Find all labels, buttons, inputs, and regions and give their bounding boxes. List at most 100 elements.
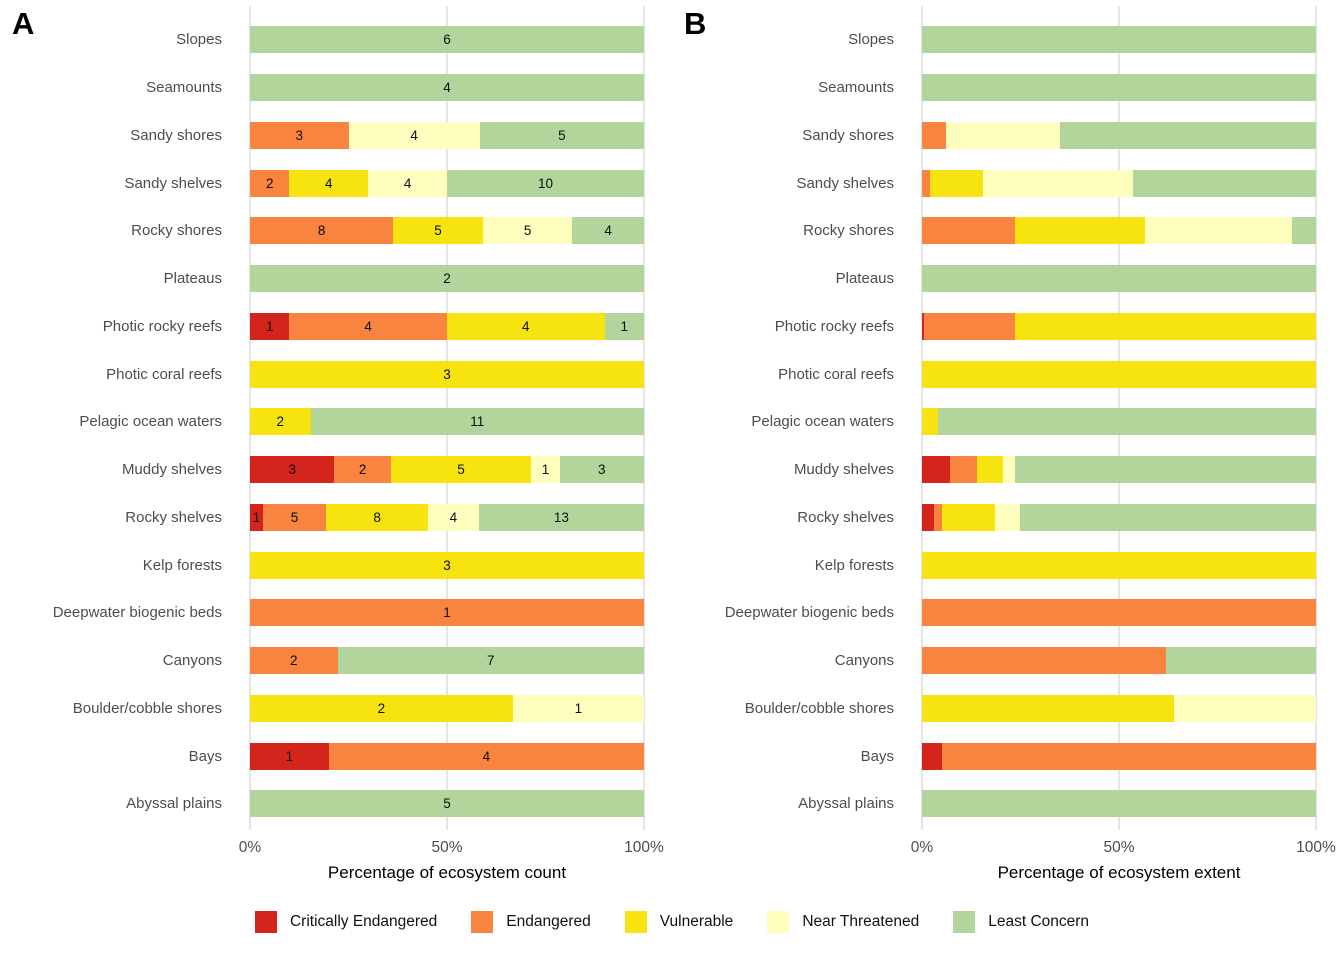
category-label-sandy-shelves: Sandy shelves [124,174,222,192]
segment-nt [994,503,1021,531]
segment-en: 3 [250,121,349,149]
category-label-plateaus: Plateaus [163,270,222,288]
category-label-abyssal-plains: Abyssal plains [126,795,222,813]
tick-label-100pct: 100% [1296,839,1336,856]
stacked-bar-abyssal-plains: 5 [250,790,644,818]
stacked-bar-deepwater-biogenic-beds [922,599,1316,627]
category-label-rocky-shores: Rocky shores [803,222,894,240]
segment-en: 5 [262,503,327,531]
segment-vu: 2 [250,408,311,436]
category-label-canyons: Canyons [162,652,222,670]
segment-vu [1014,312,1316,340]
stacked-bar-pelagic-ocean-waters: 2 11 [250,408,644,436]
bar-row-photic-rocky-reefs: Photic rocky reefs 1 4 4 1 [0,303,644,351]
bar-row-pelagic-ocean-waters: Pelagic ocean waters 2 11 [0,398,644,446]
category-label-rocky-shelves: Rocky shelves [125,508,222,526]
segment-en [922,121,946,149]
segment-lc: 11 [310,408,644,436]
legend-label-nt: Near Threatened [802,913,920,930]
bar-row-canyons: Canyons [672,637,1316,685]
segment-lc: 5 [250,790,644,818]
segment-vu [922,694,1175,722]
category-label-photic-coral-reefs: Photic coral reefs [106,365,222,383]
segment-lc [922,74,1316,102]
segment-nt: 1 [531,456,560,484]
category-label-sandy-shores: Sandy shores [130,126,222,144]
segment-cr [922,742,942,770]
category-label-slopes: Slopes [176,31,222,49]
segment-lc [1020,503,1316,531]
panel-b-letter: B [684,6,707,41]
segment-nt: 5 [482,217,573,245]
segment-en [922,217,1015,245]
category-label-sandy-shores: Sandy shores [802,126,894,144]
tick-label-50pct: 50% [431,839,463,856]
category-label-deepwater-biogenic-beds: Deepwater biogenic beds [724,604,894,622]
stacked-bar-boulder-cobble-shores [922,694,1316,722]
bar-row-seamounts: Seamounts [672,64,1316,112]
stacked-bar-deepwater-biogenic-beds: 1 [250,599,644,627]
stacked-bar-canyons [922,647,1316,675]
tick-label-100pct: 100% [624,839,664,856]
stacked-bar-photic-coral-reefs: 3 [250,360,644,388]
stacked-bar-muddy-shelves [922,456,1316,484]
gridline-100pct [643,6,645,830]
segment-vu [929,169,984,197]
segment-vu: 5 [390,456,532,484]
segment-en: 2 [250,647,338,675]
segment-nt: 4 [348,121,480,149]
bar-row-sandy-shelves: Sandy shelves 2 4 4 10 [0,159,644,207]
segment-lc: 4 [250,74,644,102]
stacked-bar-plateaus: 2 [250,265,644,293]
legend-item-near-threatened: Near Threatened [767,911,919,933]
segment-lc: 2 [250,265,644,293]
segment-en: 2 [334,456,391,484]
segment-vu: 5 [393,217,483,245]
segment-vu: 8 [326,503,428,531]
stacked-bar-seamounts [922,74,1316,102]
bar-row-rocky-shores: Rocky shores 8 5 5 4 [0,207,644,255]
category-label-sandy-shelves: Sandy shelves [796,174,894,192]
stacked-bar-plateaus [922,265,1316,293]
category-label-rocky-shelves: Rocky shelves [797,508,894,526]
stacked-bar-abyssal-plains [922,790,1316,818]
bar-row-sandy-shores: Sandy shores 3 4 5 [0,112,644,160]
legend-label-en: Endangered [506,913,591,930]
panel-a: A Slopes 6 Seamounts 4 Sandy shores 3 4 5 Sandy … [0,0,672,905]
segment-cr [922,312,925,340]
segment-nt: 4 [368,169,447,197]
legend-label-lc: Least Concern [988,913,1090,930]
stacked-bar-rocky-shelves [922,503,1316,531]
category-label-canyons: Canyons [834,652,894,670]
bar-row-abyssal-plains: Abyssal plains 5 [0,780,644,828]
bar-row-boulder-cobble-shores: Boulder/cobble shores [672,685,1316,733]
bar-row-seamounts: Seamounts 4 [0,64,644,112]
segment-en [922,169,930,197]
segment-en [941,742,1316,770]
legend-swatch-vu [624,911,647,933]
segment-nt [1174,694,1316,722]
panel-b: B Slopes Seamounts Sandy shores Sandy shelv… [672,0,1344,905]
bar-row-deepwater-biogenic-beds: Deepwater biogenic beds 1 [0,589,644,637]
bar-row-deepwater-biogenic-beds: Deepwater biogenic beds [672,589,1316,637]
segment-vu: 4 [446,312,605,340]
segment-lc: 4 [572,217,644,245]
bar-row-sandy-shelves: Sandy shelves [672,159,1316,207]
bar-row-plateaus: Plateaus [672,255,1316,303]
segment-lc: 13 [478,503,644,531]
bar-row-sandy-shores: Sandy shores [672,112,1316,160]
segment-cr: 1 [250,312,290,340]
gridline-100pct [1315,6,1317,830]
category-label-kelp-forests: Kelp forests [814,556,894,574]
segment-vu [977,456,1003,484]
stacked-bar-bays [922,742,1316,770]
segment-nt: 4 [427,503,479,531]
bar-row-slopes: Slopes 6 [0,16,644,64]
legend-label-cr: Critically Endangered [289,913,438,930]
category-label-rocky-shores: Rocky shores [131,222,222,240]
segment-vu: 3 [250,360,644,388]
segment-cr [922,503,934,531]
